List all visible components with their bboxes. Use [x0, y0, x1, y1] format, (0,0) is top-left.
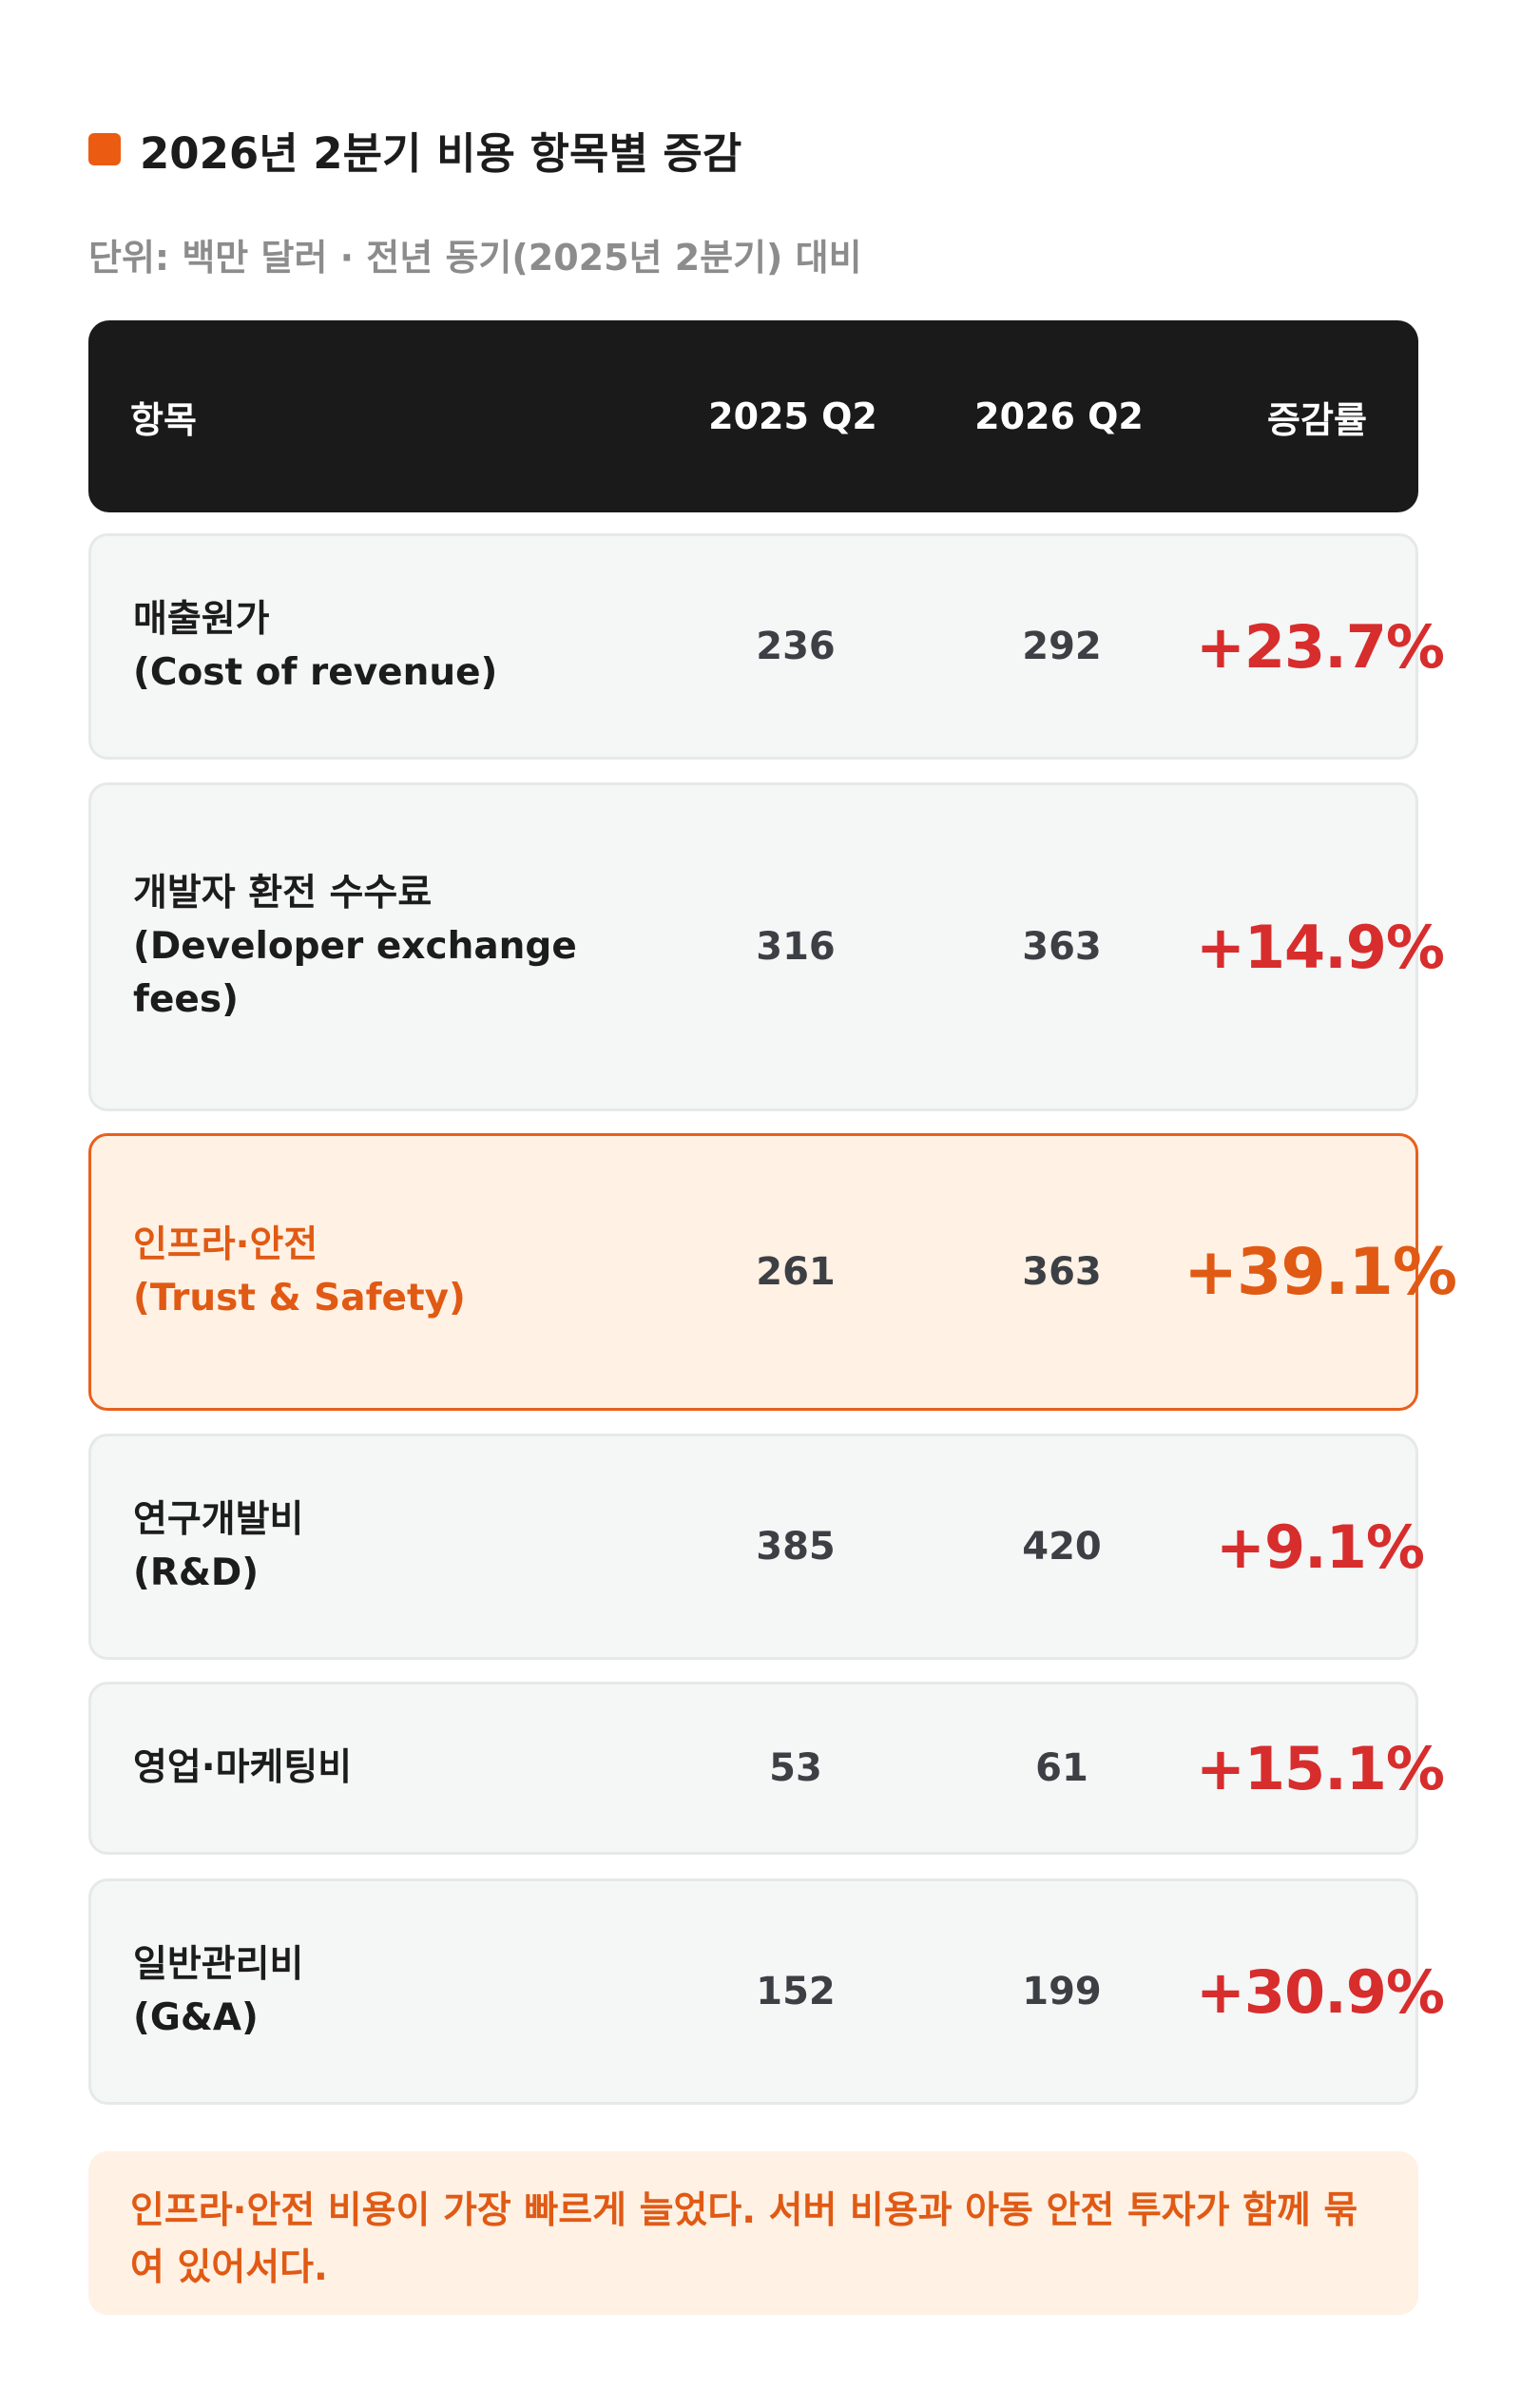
change-rate: +14.9%: [1195, 912, 1445, 982]
change-rate: +9.1%: [1216, 1512, 1425, 1582]
value-2026-q2: 199: [1022, 1970, 1102, 2013]
value-2025-q2: 236: [756, 625, 836, 668]
header-2025-q2: 2025 Q2: [708, 395, 877, 437]
table-row-developer-exchange-fees: 개발자 환전 수수료 (Developer exchange fees) 316…: [88, 782, 1445, 1111]
table-row-rnd: 연구개발비 (R&D) 385 420 +9.1%: [88, 1434, 1425, 1660]
change-rate: +23.7%: [1195, 611, 1445, 682]
value-2025-q2: 316: [756, 925, 836, 969]
summary-note-text: 인프라·안전 비용이 가장 빠르게 늘었다. 서버 비용과 아동 안전 투자가 …: [130, 2189, 1358, 2289]
value-2026-q2: 61: [1035, 1746, 1088, 1790]
value-2026-q2: 292: [1022, 625, 1102, 668]
table-row-sales-marketing: 영업·마케팅비 53 61 +15.1%: [88, 1682, 1445, 1855]
table-row-g-and-a: 일반관리비 (G&A) 152 199 +30.9%: [88, 1878, 1445, 2105]
change-rate: +15.1%: [1195, 1733, 1445, 1803]
table-header: 항목 2025 Q2 2026 Q2 증감률: [88, 320, 1418, 512]
value-2026-q2: 420: [1022, 1525, 1102, 1569]
row-label: 개발자 환전 수수료 (Developer exchange fees): [133, 872, 577, 1021]
table-row-trust-and-safety: 인프라·안전 (Trust & Safety) 261 363 +39.1%: [88, 1133, 1457, 1411]
row-label: 매출원가 (Cost of revenue): [133, 598, 498, 694]
title-row: 2026년 2분기 비용 항목별 증감: [88, 119, 741, 180]
title-marker-icon: [88, 133, 121, 165]
header-change: 증감률: [1267, 398, 1367, 441]
value-2025-q2: 385: [756, 1525, 836, 1569]
value-2025-q2: 261: [756, 1250, 836, 1294]
header-2026-q2: 2026 Q2: [974, 395, 1144, 437]
value-2025-q2: 53: [769, 1746, 822, 1790]
value-2026-q2: 363: [1022, 1250, 1102, 1294]
summary-note: 인프라·안전 비용이 가장 빠르게 늘었다. 서버 비용과 아동 안전 투자가 …: [88, 2151, 1418, 2315]
row-label: 인프라·안전 (Trust & Safety): [133, 1223, 466, 1320]
value-2025-q2: 152: [756, 1970, 836, 2013]
row-label: 연구개발비 (R&D): [133, 1498, 304, 1594]
unit-subtitle: 단위: 백만 달러 · 전년 동기(2025년 2분기) 대비: [88, 237, 862, 279]
change-rate: +39.1%: [1184, 1234, 1457, 1310]
change-rate: +30.9%: [1195, 1956, 1445, 2027]
row-label: 영업·마케팅비: [133, 1746, 353, 1789]
table-row-cost-of-revenue: 매출원가 (Cost of revenue) 236 292 +23.7%: [88, 533, 1445, 760]
page-title: 2026년 2분기 비용 항목별 증감: [140, 127, 742, 179]
value-2026-q2: 363: [1022, 925, 1102, 969]
row-label: 일반관리비 (G&A): [133, 1943, 304, 2039]
header-item: 항목: [130, 398, 197, 441]
